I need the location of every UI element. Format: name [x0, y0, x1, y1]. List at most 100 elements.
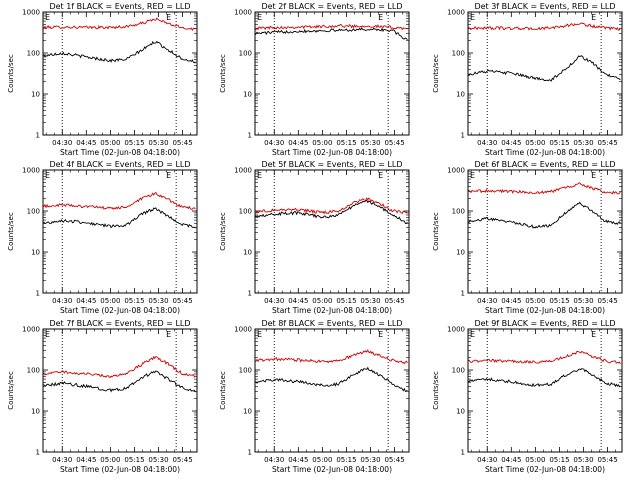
x-tick-label: 05:00 [100, 139, 120, 147]
y-tick-label: 100 [452, 367, 465, 375]
panel-5: Det 5f BLACK = Events, RED = LLD Counts/s… [219, 160, 410, 315]
x-tick-label: 05:30 [148, 456, 168, 464]
x-tick-label: 04:45 [288, 297, 308, 305]
x-tick-label: 04:30 [477, 456, 497, 464]
events-series-line [254, 366, 408, 393]
corner-e-right: E [378, 330, 383, 339]
x-axis-label: Start Time (02-Jun-08 04:18:00) [272, 465, 392, 474]
x-tick-label: 05:30 [573, 297, 593, 305]
x-axis-label: Start Time (02-Jun-08 04:18:00) [485, 465, 605, 474]
plot-frame [467, 169, 623, 294]
x-tick-label: 04:45 [288, 456, 308, 464]
x-tick-label: 04:45 [76, 456, 96, 464]
y-axis-label: Counts/sec [7, 54, 15, 93]
y-axis-label: Counts/sec [432, 212, 440, 251]
y-tick-label: 10 [243, 408, 252, 416]
x-tick-label: 05:00 [525, 456, 545, 464]
corner-e-right: E [591, 330, 596, 339]
x-tick-label: 05:15 [549, 456, 569, 464]
y-tick-label: 1 [248, 132, 252, 140]
y-tick-label: 100 [239, 367, 252, 375]
y-tick-label: 1000 [22, 326, 40, 334]
corner-e-left: E [45, 330, 50, 339]
plot-frame [254, 169, 410, 294]
x-tick-label: 05:30 [148, 139, 168, 147]
panel-title: Det 9f BLACK = Events, RED = LLD [474, 319, 615, 328]
x-axis-label: Start Time (02-Jun-08 04:18:00) [60, 306, 180, 315]
y-axis-label: Counts/sec [432, 54, 440, 93]
plot-frame [42, 11, 198, 136]
x-tick-label: 05:45 [597, 297, 617, 305]
x-tick-label: 05:45 [172, 297, 192, 305]
x-tick-label: 05:15 [549, 297, 569, 305]
plot-frame [42, 169, 198, 294]
y-tick-label: 10 [456, 408, 465, 416]
x-tick-label: 04:30 [52, 456, 72, 464]
x-tick-label: 04:30 [264, 456, 284, 464]
y-tick-label: 1 [36, 132, 40, 140]
y-tick-label: 1000 [447, 9, 465, 17]
corner-e-right: E [378, 171, 383, 180]
panel-7: Det 7f BLACK = Events, RED = LLD Counts/s… [7, 319, 198, 474]
panel-title: Det 1f BLACK = Events, RED = LLD [49, 2, 190, 11]
y-tick-label: 1 [36, 449, 40, 457]
corner-e-left: E [470, 330, 475, 339]
panel-3: Det 3f BLACK = Events, RED = LLD Counts/s… [432, 2, 623, 157]
panel-title: Det 3f BLACK = Events, RED = LLD [474, 2, 615, 11]
panel-2: Det 2f BLACK = Events, RED = LLD Counts/s… [219, 2, 410, 157]
x-tick-label: 05:45 [384, 456, 404, 464]
corner-e-right: E [378, 13, 383, 22]
events-series-line [254, 27, 408, 41]
events-series-line [42, 40, 196, 64]
y-tick-label: 1000 [234, 326, 252, 334]
y-tick-label: 10 [31, 408, 40, 416]
x-tick-label: 05:15 [124, 139, 144, 147]
panel-4: Det 4f BLACK = Events, RED = LLD Counts/s… [7, 160, 198, 315]
x-tick-label: 04:30 [264, 139, 284, 147]
x-tick-label: 05:15 [336, 139, 356, 147]
y-tick-label: 100 [452, 208, 465, 216]
y-tick-label: 1 [461, 449, 465, 457]
lld-series-line [254, 23, 408, 31]
x-axis-label: Start Time (02-Jun-08 04:18:00) [485, 306, 605, 315]
corner-e-left: E [470, 13, 475, 22]
y-tick-label: 1000 [447, 167, 465, 175]
x-axis-label: Start Time (02-Jun-08 04:18:00) [60, 465, 180, 474]
y-tick-label: 100 [27, 50, 40, 58]
corner-e-left: E [45, 13, 50, 22]
x-tick-label: 05:15 [336, 297, 356, 305]
x-tick-label: 05:15 [124, 297, 144, 305]
x-tick-label: 05:15 [336, 456, 356, 464]
y-tick-label: 1 [36, 290, 40, 298]
lld-series-line [255, 197, 408, 215]
x-tick-label: 05:45 [172, 456, 192, 464]
plot-frame [42, 328, 198, 453]
y-tick-label: 1 [461, 290, 465, 298]
y-tick-label: 1 [461, 132, 465, 140]
x-tick-label: 05:45 [384, 139, 404, 147]
y-tick-label: 100 [27, 367, 40, 375]
panel-9: Det 9f BLACK = Events, RED = LLD Counts/s… [432, 319, 623, 474]
y-tick-label: 1000 [22, 9, 40, 17]
x-tick-label: 04:45 [288, 139, 308, 147]
plot-frame [254, 328, 410, 453]
y-tick-label: 10 [243, 91, 252, 99]
y-axis-label: Counts/sec [7, 212, 15, 251]
panel-title: Det 8f BLACK = Events, RED = LLD [261, 319, 402, 328]
x-tick-label: 05:30 [360, 456, 380, 464]
x-tick-label: 04:45 [501, 456, 521, 464]
x-tick-label: 05:00 [312, 456, 332, 464]
x-tick-label: 04:45 [76, 139, 96, 147]
y-tick-label: 10 [31, 249, 40, 257]
y-tick-label: 100 [27, 208, 40, 216]
plot-frame [467, 11, 623, 136]
panel-1: Det 1f BLACK = Events, RED = LLD Counts/s… [7, 2, 198, 157]
y-tick-label: 10 [456, 91, 465, 99]
y-tick-label: 100 [239, 208, 252, 216]
x-tick-label: 05:00 [525, 297, 545, 305]
panel-title: Det 4f BLACK = Events, RED = LLD [49, 160, 190, 169]
corner-e-left: E [257, 171, 262, 180]
panel-title: Det 2f BLACK = Events, RED = LLD [261, 2, 402, 11]
y-tick-label: 1 [248, 290, 252, 298]
